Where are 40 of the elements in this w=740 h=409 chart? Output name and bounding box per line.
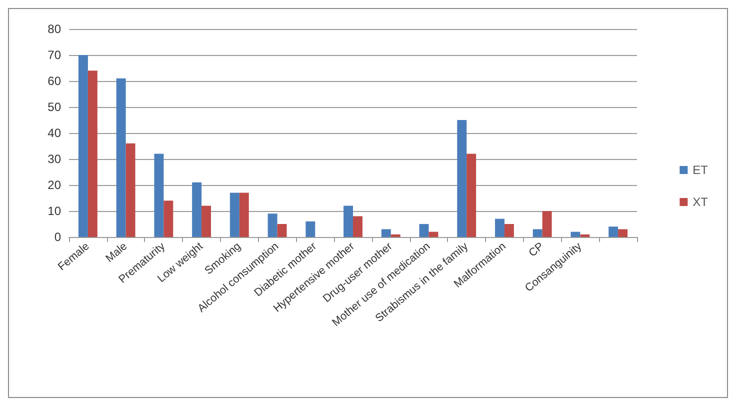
y-tick-label: 10 — [48, 204, 62, 218]
y-tick-label: 60 — [48, 74, 62, 88]
bar — [504, 224, 514, 237]
bar — [532, 229, 542, 237]
bar — [618, 229, 628, 237]
bar — [154, 154, 164, 237]
legend-label: XT — [692, 195, 709, 209]
bar — [495, 218, 504, 237]
y-tick-label: 20 — [48, 178, 62, 192]
y-tick-label: 80 — [48, 22, 62, 36]
bar — [164, 200, 174, 237]
y-tick-label: 40 — [48, 126, 62, 140]
bar — [116, 78, 126, 237]
bar — [344, 206, 353, 237]
bar — [192, 182, 202, 237]
bar — [580, 234, 590, 237]
bar — [381, 229, 391, 237]
bar — [126, 143, 136, 237]
y-tick-label: 50 — [48, 100, 62, 114]
bar — [457, 120, 467, 237]
bar — [78, 55, 88, 237]
y-tick-label: 30 — [48, 152, 62, 166]
legend-label: ET — [692, 163, 709, 177]
bar — [390, 234, 400, 237]
bar — [466, 154, 476, 237]
bar — [353, 216, 362, 237]
y-tick-label: 0 — [54, 230, 62, 244]
bar — [230, 192, 240, 237]
bar — [608, 226, 618, 237]
bar — [239, 192, 249, 237]
bar — [419, 224, 429, 237]
bar — [268, 214, 278, 237]
bar — [202, 206, 211, 237]
bar — [428, 232, 438, 237]
bar — [277, 224, 287, 237]
bar — [306, 221, 316, 237]
bar — [570, 232, 580, 237]
y-tick-label: 70 — [48, 48, 62, 62]
bar — [542, 211, 552, 237]
bar — [88, 70, 98, 237]
